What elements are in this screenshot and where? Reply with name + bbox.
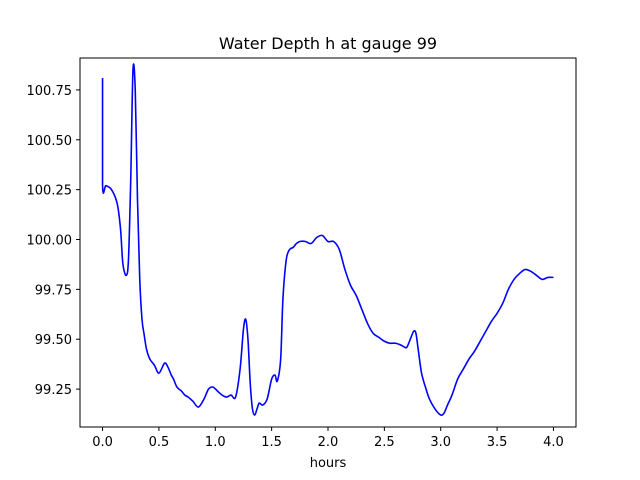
y-tick-label: 100.50 [27, 134, 73, 149]
x-tick-label: 0.5 [149, 435, 170, 450]
y-axis-ticks: 99.25 99.50 99.75 100.00 100.25 100.50 100.75 [27, 84, 80, 398]
x-tick-label: 2.5 [374, 435, 395, 450]
x-axis-ticks: 0.0 0.5 1.0 1.5 2.0 2.5 3.0 3.5 4.0 [92, 427, 564, 450]
plot-area [101, 63, 554, 417]
y-tick-label: 99.50 [35, 333, 72, 348]
x-tick-label: 2.0 [318, 435, 339, 450]
y-tick-label: 100.75 [27, 84, 73, 99]
x-axis-label: hours [310, 456, 347, 471]
x-tick-label: 4.0 [543, 435, 564, 450]
x-tick-label: 1.0 [205, 435, 226, 450]
x-tick-label: 1.5 [261, 435, 282, 450]
y-tick-label: 99.75 [35, 283, 72, 298]
x-tick-label: 0.0 [92, 435, 113, 450]
series-line [101, 63, 554, 417]
chart-title: Water Depth h at gauge 99 [219, 34, 437, 53]
axes-frame [79, 57, 577, 428]
y-tick-label: 99.25 [35, 383, 72, 398]
x-tick-label: 3.0 [430, 435, 451, 450]
x-tick-label: 3.5 [487, 435, 508, 450]
y-tick-label: 100.00 [27, 234, 73, 249]
y-tick-label: 100.25 [27, 184, 73, 199]
